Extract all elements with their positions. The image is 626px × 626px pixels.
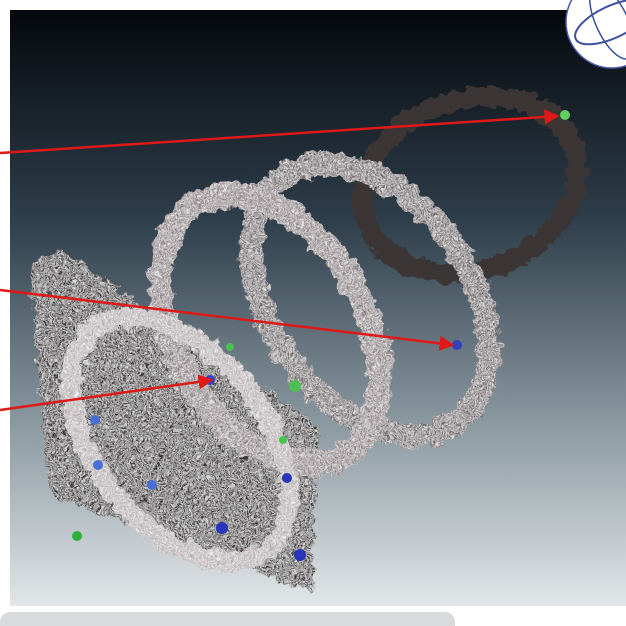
blue-dot xyxy=(294,549,306,561)
ring-back xyxy=(352,86,588,284)
blue-dot xyxy=(282,473,292,483)
bottom-bar xyxy=(0,612,455,626)
blue-dot xyxy=(90,415,100,425)
green-dot xyxy=(279,436,287,444)
ring-middle xyxy=(239,152,501,448)
arrow xyxy=(0,109,560,155)
green-dot xyxy=(289,380,301,392)
ring-plane xyxy=(60,307,300,573)
blue-dot xyxy=(147,480,157,490)
green-dot xyxy=(226,343,234,351)
arrow xyxy=(0,374,214,412)
green-dot xyxy=(72,531,82,541)
ring-front xyxy=(147,182,393,478)
point-cloud xyxy=(30,86,588,592)
green-dot xyxy=(560,110,570,120)
arrow xyxy=(0,288,455,351)
arrows xyxy=(0,109,560,412)
blue-dot xyxy=(93,460,103,470)
blue-dot xyxy=(452,340,462,350)
logo xyxy=(565,0,626,69)
blue-dot xyxy=(216,522,228,534)
